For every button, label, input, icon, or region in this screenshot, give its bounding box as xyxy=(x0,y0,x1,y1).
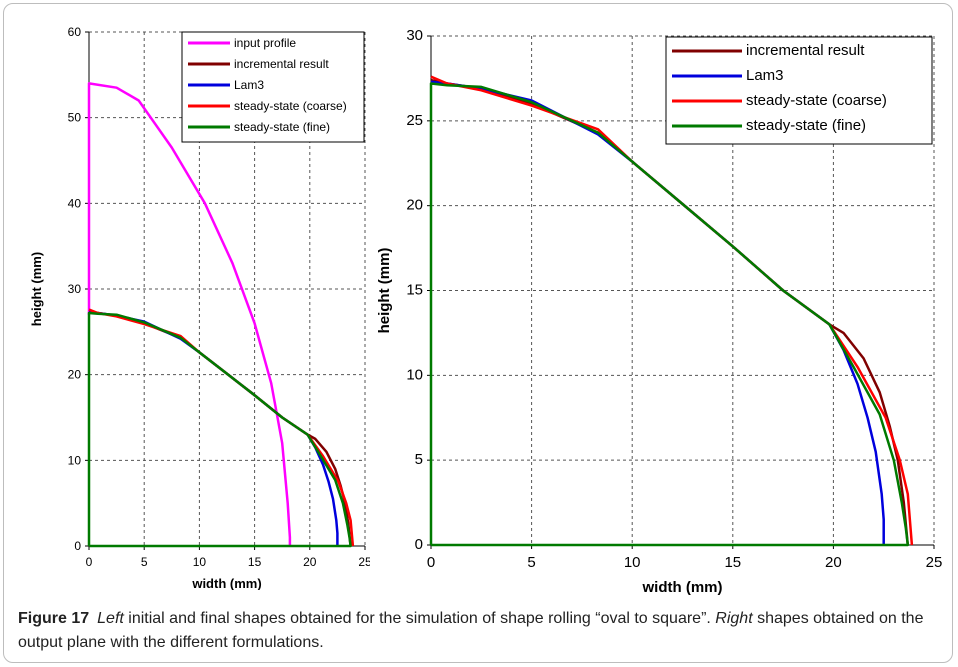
x-tick-label-3: 15 xyxy=(248,555,262,569)
right-chart: 0 5 10 15 20 25 0 5 10 15 20 25 30 width (mm) height (… xyxy=(376,27,943,596)
figure-label: Figure 17 xyxy=(18,610,90,627)
series-line-1 xyxy=(88,310,352,547)
caption-right-text: shapes obtained on the output plane with… xyxy=(18,610,924,651)
series-line-4 xyxy=(87,311,352,548)
x-tick-label-5: 25 xyxy=(358,555,370,569)
x-tick-label-1: 5 xyxy=(527,554,535,571)
y-tick-label-3: 30 xyxy=(68,282,82,296)
y-tick-label-1: 10 xyxy=(68,453,82,467)
y-tick-label-1: 5 xyxy=(415,451,423,468)
x-axis-label: width (mm) xyxy=(642,579,723,596)
y-tick-label-6: 60 xyxy=(68,25,82,39)
x-tick-label-2: 10 xyxy=(624,554,641,571)
x-tick-label-1: 5 xyxy=(141,555,148,569)
legend-label-3: steady-state (coarse) xyxy=(234,99,347,113)
series-line-3 xyxy=(88,308,355,547)
legend: incremental result Lam3 steady-state (coar… xyxy=(665,36,933,145)
x-tick-label-4: 20 xyxy=(825,554,842,571)
caption-right-word: Right xyxy=(715,610,753,627)
y-tick-label-4: 20 xyxy=(406,197,423,214)
y-tick-label-3: 15 xyxy=(406,282,423,299)
legend-label-1: Lam3 xyxy=(746,67,784,84)
series-line-0 xyxy=(430,78,910,546)
y-tick-label-2: 20 xyxy=(68,368,82,382)
series-line-3 xyxy=(429,82,910,547)
legend-box xyxy=(181,31,365,143)
y-axis-label: height (mm) xyxy=(29,252,44,326)
legend: input profile incremental result Lam3 stead… xyxy=(181,31,365,143)
legend-label-2: Lam3 xyxy=(234,78,264,92)
legend-label-0: input profile xyxy=(234,36,296,50)
legend-label-1: incremental result xyxy=(234,57,329,71)
y-tick-label-6: 30 xyxy=(406,27,423,44)
y-tick-label-0: 0 xyxy=(415,536,423,553)
legend-label-2: steady-state (coarse) xyxy=(746,92,887,109)
y-tick-label-4: 40 xyxy=(68,196,82,210)
series-line-0 xyxy=(87,82,292,546)
legend-label-4: steady-state (fine) xyxy=(234,120,330,134)
x-tick-label-5: 25 xyxy=(926,554,943,571)
figure-caption: Figure 17 Left initial and final shapes o… xyxy=(18,607,938,655)
legend-label-3: steady-state (fine) xyxy=(746,117,866,134)
x-tick-label-2: 10 xyxy=(193,555,207,569)
series-line-2 xyxy=(430,75,914,546)
x-axis-label: width (mm) xyxy=(191,576,261,590)
y-tick-label-5: 25 xyxy=(406,112,423,129)
y-tick-label-0: 0 xyxy=(74,539,81,553)
x-tick-label-3: 15 xyxy=(724,554,741,571)
x-tick-label-0: 0 xyxy=(427,554,435,571)
left-chart: 0 5 10 15 20 25 0 10 20 30 40 50 60 width (mm) height … xyxy=(29,25,370,590)
y-axis-label: height (mm) xyxy=(376,248,393,334)
caption-left-word: Left xyxy=(97,610,124,627)
y-tick-label-2: 10 xyxy=(406,366,423,383)
x-tick-label-4: 20 xyxy=(303,555,317,569)
x-tick-label-0: 0 xyxy=(86,555,93,569)
legend-label-0: incremental result xyxy=(746,42,865,59)
y-tick-label-5: 50 xyxy=(68,111,82,125)
caption-left-text: initial and final shapes obtained for th… xyxy=(123,610,716,627)
